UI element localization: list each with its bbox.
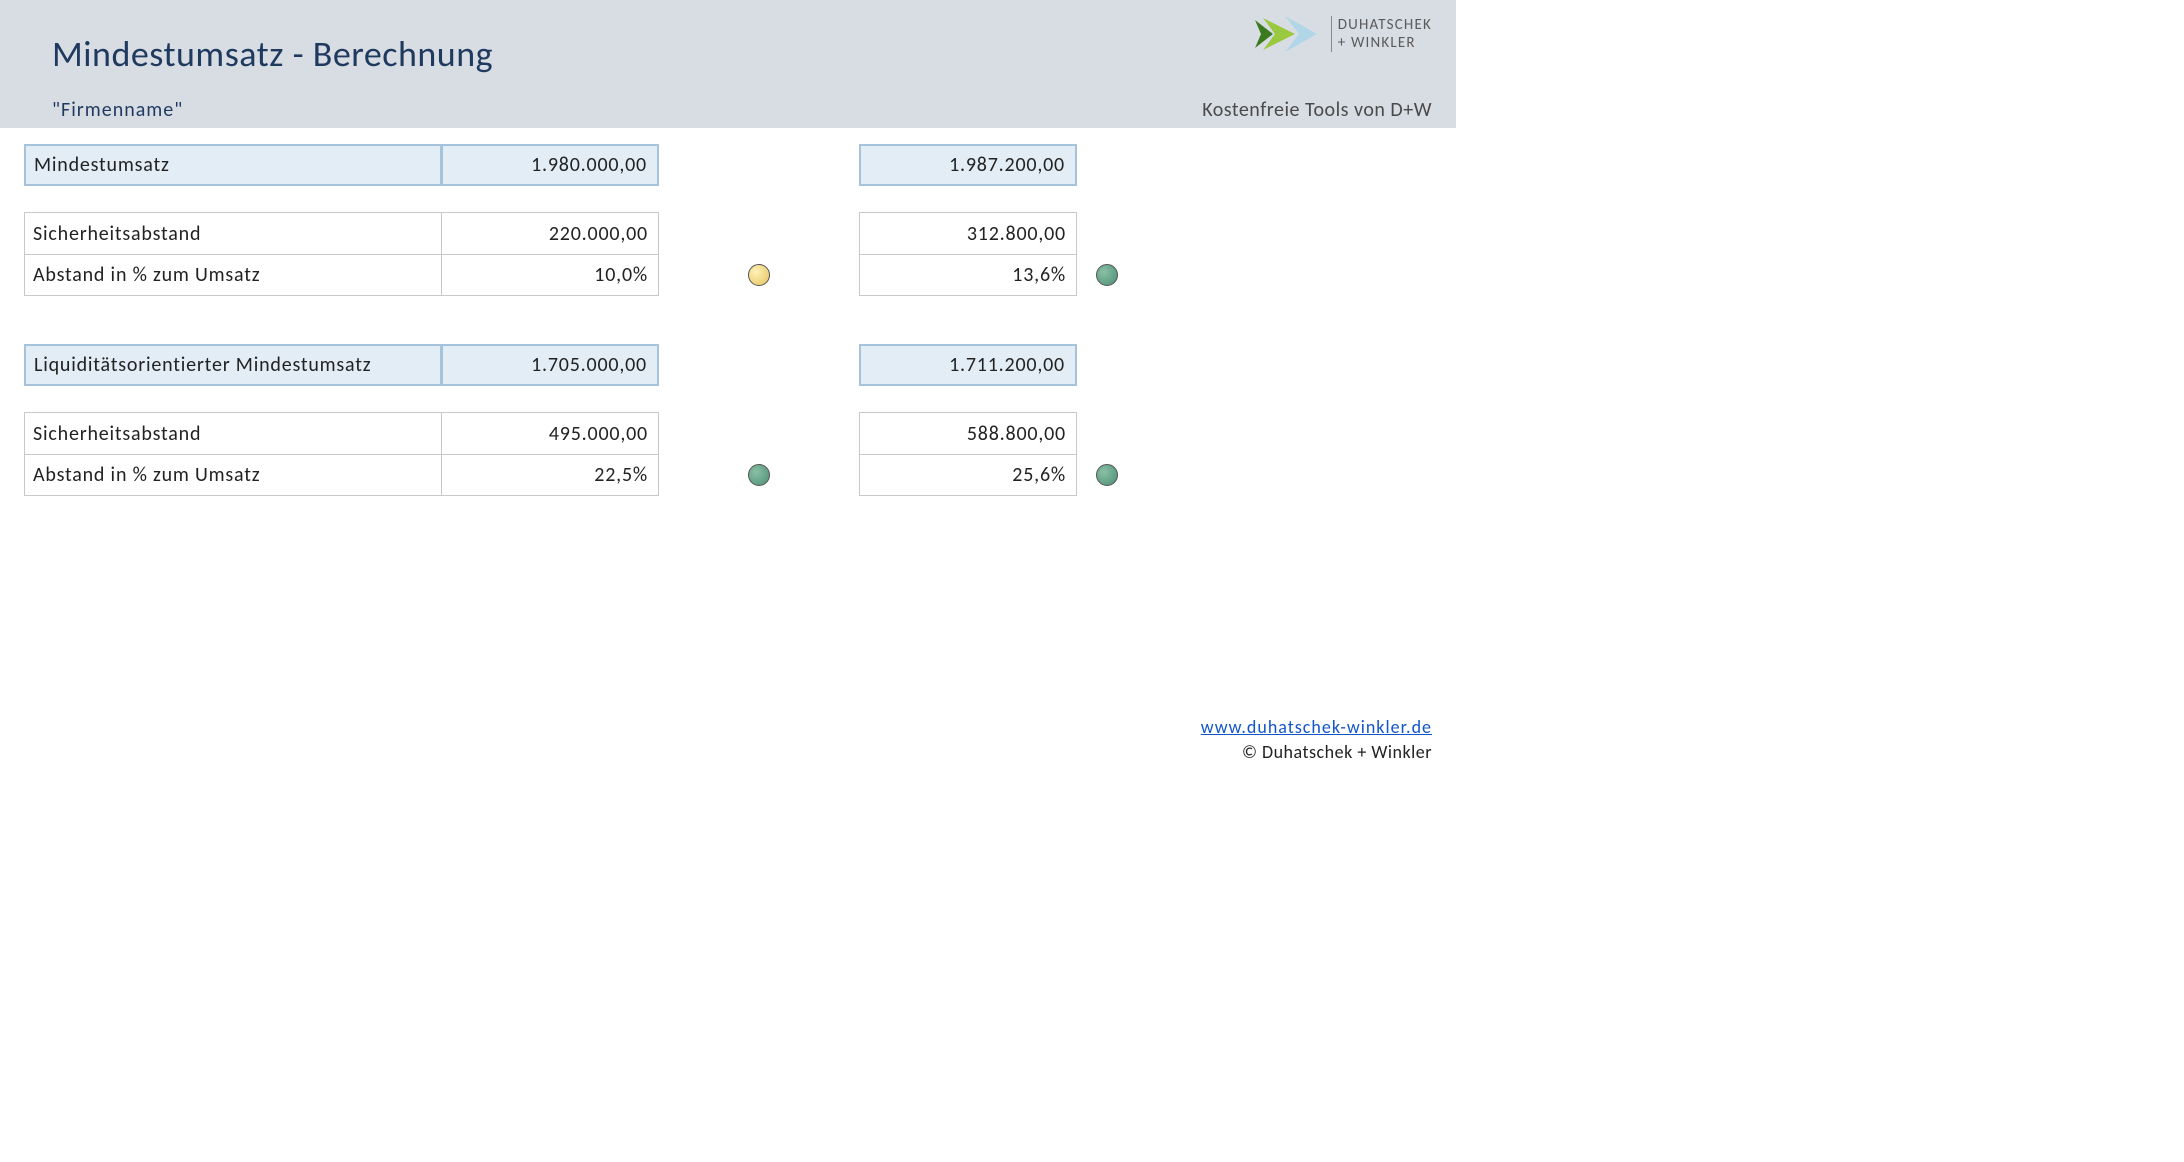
indicator-col: [1077, 454, 1137, 496]
section-header-label: Mindestumsatz: [24, 144, 442, 186]
gap-col: [659, 344, 859, 386]
data-row: Abstand in % zum Umsatz 22,5% 25,6%: [24, 454, 1432, 496]
section-header-val2: 1.987.200,00: [859, 144, 1077, 186]
header-band: Mindestumsatz - Berechnung "Firmenname" …: [0, 0, 1456, 128]
tools-subtitle: Kostenfreie Tools von D+W: [1202, 98, 1432, 122]
section-header-row: Liquiditätsorientierter Mindestumsatz 1.…: [24, 344, 1432, 386]
footer-link[interactable]: www.duhatschek-winkler.de: [1201, 716, 1432, 738]
data-row: Abstand in % zum Umsatz 10,0% 13,6%: [24, 254, 1432, 296]
logo-text-line2: + WINKLER: [1338, 34, 1432, 52]
logo-text: DUHATSCHEK + WINKLER: [1331, 16, 1432, 52]
section-header-row: Mindestumsatz 1.980.000,00 1.987.200,00: [24, 144, 1432, 186]
row-val2: 25,6%: [859, 454, 1077, 496]
gap-col: [659, 144, 859, 186]
footer: www.duhatschek-winkler.de © Duhatschek +…: [1201, 715, 1432, 765]
indicator-col: [1077, 212, 1137, 254]
row-val2: 588.800,00: [859, 412, 1077, 454]
section-header-label: Liquiditätsorientierter Mindestumsatz: [24, 344, 442, 386]
gap-col: [659, 454, 859, 496]
gap-col: [659, 212, 859, 254]
indicator-col: [1077, 344, 1137, 386]
row-val1: 495.000,00: [441, 412, 659, 454]
section-header-val1: 1.705.000,00: [441, 344, 659, 386]
row-label: Sicherheitsabstand: [24, 412, 442, 454]
logo: DUHATSCHEK + WINKLER: [1255, 12, 1432, 56]
row-val1: 22,5%: [441, 454, 659, 496]
gap-col: [659, 412, 859, 454]
content-area: Mindestumsatz 1.980.000,00 1.987.200,00 …: [0, 128, 1456, 496]
row-val1: 10,0%: [441, 254, 659, 296]
data-row: Sicherheitsabstand 495.000,00 588.800,00: [24, 412, 1432, 454]
status-indicator-icon: [748, 464, 770, 486]
status-indicator-icon: [748, 264, 770, 286]
section-header-val1: 1.980.000,00: [441, 144, 659, 186]
company-name-label: "Firmenname": [52, 98, 183, 122]
indicator-col: [1077, 412, 1137, 454]
indicator-col: [1077, 254, 1137, 296]
data-row: Sicherheitsabstand 220.000,00 312.800,00: [24, 212, 1432, 254]
gap-col: [659, 254, 859, 296]
row-val2: 312.800,00: [859, 212, 1077, 254]
logo-text-line1: DUHATSCHEK: [1338, 16, 1432, 34]
status-indicator-icon: [1096, 264, 1118, 286]
row-label: Abstand in % zum Umsatz: [24, 254, 442, 296]
status-indicator-icon: [1096, 464, 1118, 486]
page-title: Mindestumsatz - Berechnung: [52, 32, 493, 76]
logo-mark-icon: [1255, 12, 1325, 56]
indicator-col: [1077, 144, 1137, 186]
row-val2: 13,6%: [859, 254, 1077, 296]
row-label: Abstand in % zum Umsatz: [24, 454, 442, 496]
row-val1: 220.000,00: [441, 212, 659, 254]
copyright-text: © Duhatschek + Winkler: [1242, 741, 1432, 763]
section-header-val2: 1.711.200,00: [859, 344, 1077, 386]
row-label: Sicherheitsabstand: [24, 212, 442, 254]
